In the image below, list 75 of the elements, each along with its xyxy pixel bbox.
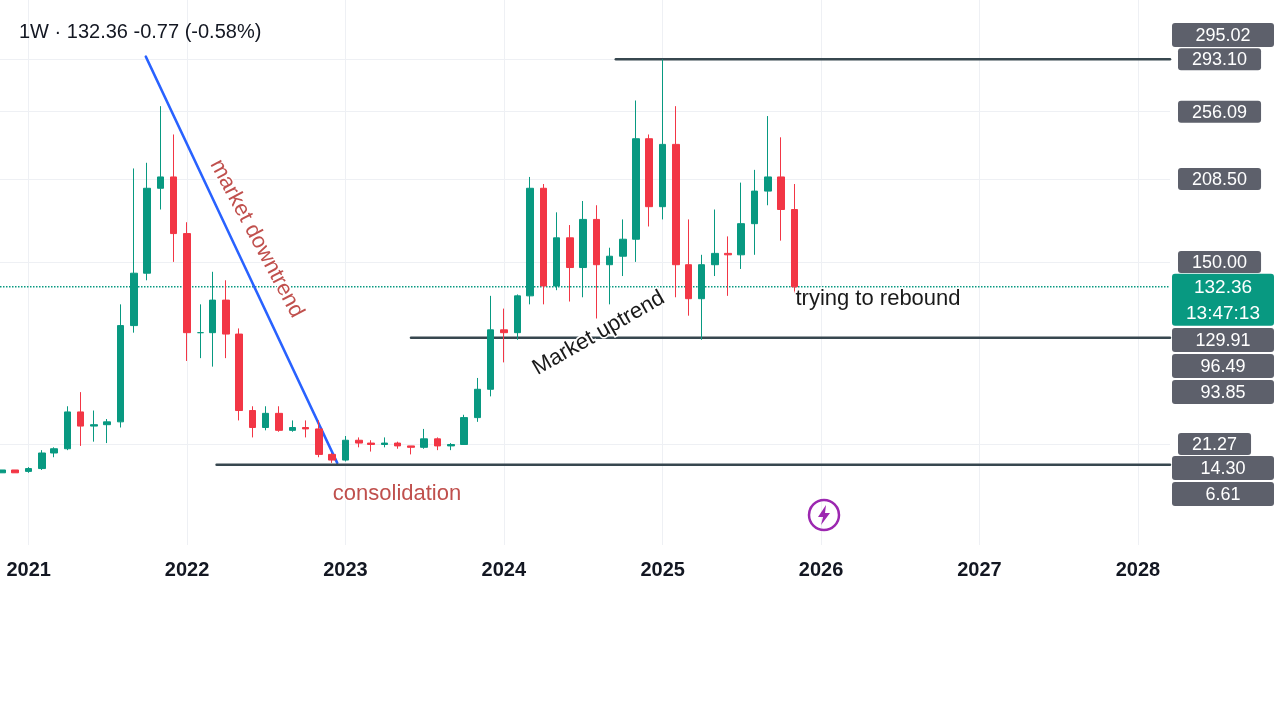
- candlestick: [315, 419, 323, 458]
- candlestick: [25, 466, 32, 474]
- x-tick-label: 2022: [164, 558, 210, 580]
- candlestick: [487, 295, 494, 397]
- candlestick: [342, 435, 349, 462]
- candlestick: [50, 446, 58, 458]
- x-tick-label: 2024: [481, 558, 527, 580]
- candlestick: [249, 405, 256, 438]
- candlestick: [197, 303, 204, 359]
- y-tick-label: 150.00: [1192, 251, 1248, 272]
- candlestick: [170, 133, 177, 263]
- candlestick: [183, 221, 191, 362]
- candlestick: [540, 183, 547, 305]
- candlestick: [645, 133, 653, 227]
- candlestick: [235, 327, 243, 421]
- candlestick: [103, 418, 111, 444]
- candlestick: [724, 235, 732, 297]
- y-tick-label: 293.10: [1192, 49, 1248, 70]
- candlestick: [420, 428, 428, 450]
- candlestick: [566, 224, 574, 303]
- candlestick: [764, 115, 772, 206]
- text: 295.02: [1195, 25, 1251, 45]
- candlestick: [632, 100, 640, 263]
- y-tick-label: 208.50: [1192, 169, 1248, 190]
- candlestick: [711, 209, 719, 277]
- x-tick-label: 2027: [957, 558, 1002, 580]
- candlestick: [659, 58, 666, 220]
- candlestick: [672, 105, 680, 298]
- candlestick: [0, 469, 6, 474]
- candlestick: [619, 218, 627, 277]
- candlestick: [77, 391, 84, 447]
- candlestick: [777, 136, 785, 242]
- x-tick-label: 2023: [323, 558, 368, 580]
- annotation: consolidation: [332, 479, 462, 505]
- candlestick: [407, 445, 415, 455]
- x-tick-label: 2025: [640, 558, 685, 580]
- y-tick-label: 21.27: [1192, 434, 1238, 455]
- y-tick-label: 256.09: [1192, 101, 1248, 122]
- x-tick-label: 2021: [6, 558, 51, 580]
- candlestick: [222, 279, 230, 359]
- candlestick: [38, 449, 46, 471]
- candlestick: [685, 218, 692, 317]
- candlestick: [117, 303, 124, 429]
- annotation: trying to rebound: [795, 284, 961, 310]
- candlestick: [143, 162, 151, 281]
- candlestick: [514, 293, 521, 341]
- candlestick: [367, 439, 375, 453]
- candlestick: [355, 436, 363, 448]
- candlestick: [737, 182, 745, 270]
- candlestick: [262, 405, 269, 431]
- candlestick: [381, 436, 388, 448]
- candlestick: [157, 105, 164, 211]
- candlestick: [302, 419, 309, 438]
- text: 129.91: [1195, 330, 1251, 350]
- candlestick: [460, 414, 468, 445]
- text: 93.85: [1200, 382, 1246, 402]
- candlestick: [434, 436, 441, 451]
- text: 6.61: [1205, 484, 1241, 504]
- candlestick: [328, 452, 336, 464]
- candlestick: [11, 469, 19, 474]
- candlestick: [275, 405, 283, 433]
- text: 14.30: [1200, 458, 1246, 478]
- text: 1W · 132.36 -0.77 (-0.58%): [19, 20, 262, 42]
- candlestick: [289, 419, 296, 433]
- candlestick: [64, 405, 71, 451]
- candlestick: [500, 308, 508, 363]
- candlestick: [90, 410, 98, 443]
- candlestick: [447, 442, 455, 451]
- text: 96.49: [1200, 356, 1246, 376]
- candlestick: [751, 169, 758, 256]
- x-tick-label: 2028: [1115, 558, 1161, 580]
- ref-line-label: 132.36 13:47:13: [1186, 276, 1260, 324]
- candlestick: [394, 441, 401, 450]
- candlestick: [474, 377, 481, 423]
- x-tick-label: 2026: [798, 558, 844, 580]
